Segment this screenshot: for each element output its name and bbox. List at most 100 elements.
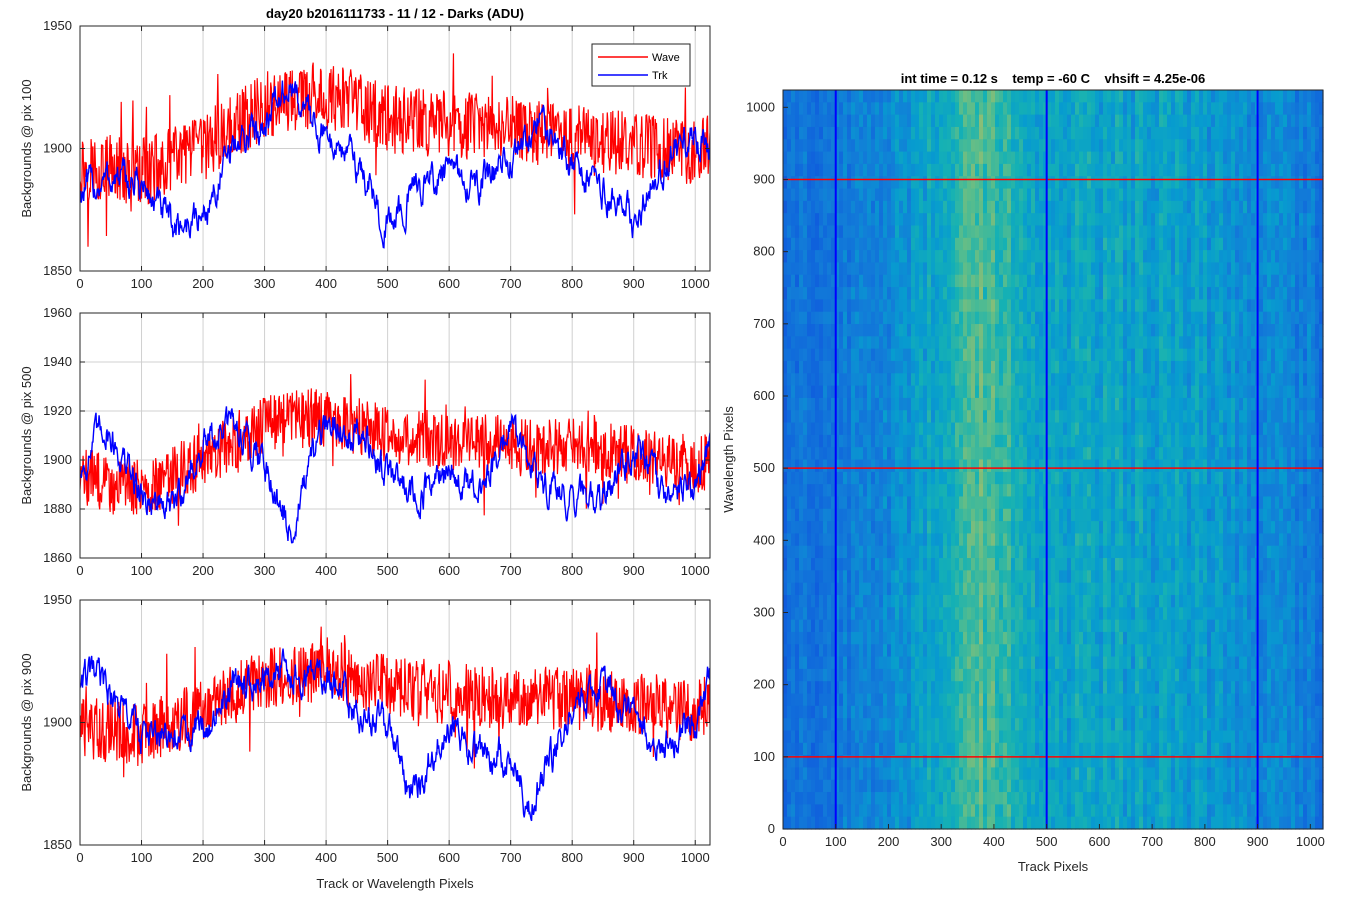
heatmap-cell	[807, 102, 812, 116]
heatmap-cell	[927, 730, 932, 744]
heatmap-cell	[795, 681, 800, 695]
heatmap-cell	[795, 287, 800, 300]
heatmap-cell	[839, 718, 844, 732]
heatmap-cell	[891, 804, 896, 818]
heatmap-cell	[831, 631, 836, 645]
heatmap-cell	[987, 434, 992, 448]
heatmap-cell	[951, 299, 956, 313]
heatmap-cell	[1027, 90, 1032, 103]
heatmap-cell	[839, 570, 844, 584]
heatmap-cell	[927, 237, 932, 251]
heatmap-cell	[1047, 225, 1052, 239]
heatmap-cell	[831, 730, 836, 744]
heatmap-cell	[851, 311, 856, 325]
heatmap-cell	[931, 360, 936, 374]
heatmap-cell	[811, 693, 816, 707]
heatmap-cell	[955, 385, 960, 399]
heatmap-cell	[911, 114, 916, 128]
heatmap-cell	[967, 570, 972, 584]
heatmap-cell	[1071, 126, 1076, 140]
heatmap-cell	[1019, 102, 1024, 116]
heatmap-cell	[791, 262, 796, 276]
heatmap-cell	[983, 163, 988, 177]
heatmap-cell	[1063, 730, 1068, 744]
heatmap-cell	[919, 250, 924, 264]
heatmap-cell	[1079, 804, 1084, 818]
heatmap-cell	[971, 742, 976, 756]
heatmap-cell	[847, 644, 852, 658]
heatmap-cell	[1011, 742, 1016, 756]
heatmap-cell	[935, 816, 940, 830]
heatmap-cell	[1019, 779, 1024, 793]
heatmap-cell	[875, 668, 880, 682]
heatmap-cell	[975, 126, 980, 140]
heatmap-cell	[787, 779, 792, 793]
heatmap-cell	[1095, 139, 1100, 153]
tick-label-x: 200	[192, 850, 214, 865]
heatmap-cell	[1079, 816, 1084, 830]
heatmap-cell	[995, 459, 1000, 473]
heatmap-cell	[1083, 594, 1088, 608]
heatmap-cell	[1055, 644, 1060, 658]
heatmap-cell	[1043, 508, 1048, 522]
heatmap-cell	[783, 90, 788, 103]
heatmap-cell	[1023, 200, 1028, 214]
heatmap-cell	[1035, 742, 1040, 756]
heatmap-cell	[1035, 360, 1040, 374]
heatmap-cell	[891, 545, 896, 559]
heatmap-cell	[1075, 274, 1080, 288]
heatmap-cell	[923, 422, 928, 436]
heatmap-cell	[887, 126, 892, 140]
heatmap-cell	[883, 447, 888, 461]
heatmap-cell	[1051, 336, 1056, 350]
heatmap-cell	[827, 336, 832, 350]
heatmap-cell	[1007, 163, 1012, 177]
heatmap-cell	[1063, 262, 1068, 276]
heatmap-cell	[983, 287, 988, 300]
heatmap-cell	[999, 213, 1004, 227]
heatmap-cell	[855, 447, 860, 461]
heatmap-cell	[907, 311, 912, 325]
heatmap-cell	[947, 287, 952, 300]
heatmap-cell	[895, 656, 900, 670]
heatmap-cell	[1011, 816, 1016, 830]
heatmap-cell	[835, 373, 840, 387]
heatmap-cell	[827, 755, 832, 769]
heatmap-cell	[915, 545, 920, 559]
heatmap-cell	[923, 471, 928, 485]
heatmap-cell	[1051, 582, 1056, 596]
heatmap-cell	[915, 779, 920, 793]
heatmap-cell	[987, 114, 992, 128]
heatmap-cell	[1067, 114, 1072, 128]
heatmap-cell	[923, 816, 928, 830]
heatmap-cell	[1055, 496, 1060, 510]
heatmap-cell	[1031, 668, 1036, 682]
heatmap-cell	[807, 447, 812, 461]
heatmap-cell	[811, 459, 816, 473]
heatmap-cell	[1059, 176, 1064, 190]
heatmap-cell	[891, 102, 896, 116]
heatmap-cell	[915, 447, 920, 461]
heatmap-cell	[1091, 360, 1096, 374]
heatmap-cell	[967, 545, 972, 559]
series-wave-pix-100	[80, 53, 710, 247]
heatmap-cell	[1039, 237, 1044, 251]
heatmap-cell	[955, 348, 960, 362]
heatmap-cell	[855, 607, 860, 621]
heatmap-cell	[959, 163, 964, 177]
heatmap-cell	[1039, 742, 1044, 756]
heatmap-cell	[1067, 139, 1072, 153]
heatmap-cell	[827, 324, 832, 337]
heatmap-cell	[907, 385, 912, 399]
heatmap-cell	[987, 767, 992, 781]
heatmap-cell	[867, 225, 872, 239]
heatmap-cell	[891, 718, 896, 732]
heatmap-cell	[815, 705, 820, 719]
heatmap-cell	[1003, 792, 1008, 805]
heatmap-cell	[947, 324, 952, 337]
heatmap-cell	[1051, 508, 1056, 522]
heatmap-cell	[811, 718, 816, 732]
heatmap-cell	[923, 792, 928, 805]
heatmap-cell	[1043, 619, 1048, 633]
heatmap-cell	[983, 496, 988, 510]
